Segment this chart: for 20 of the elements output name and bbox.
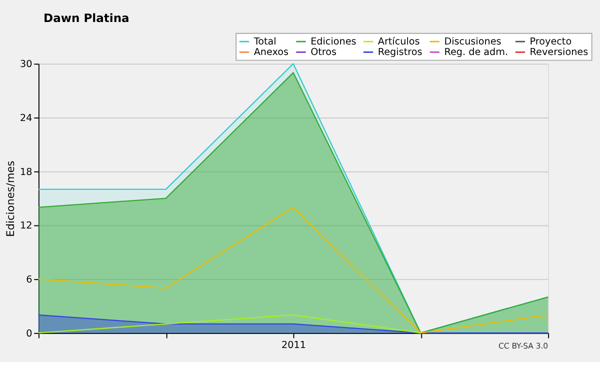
legend-label: Reversiones: [530, 47, 588, 58]
legend-label: Reg. de adm.: [444, 47, 508, 58]
y-tick-label: 6: [26, 274, 32, 286]
legend-label: Total: [252, 36, 276, 48]
y-tick-label: 0: [26, 328, 32, 340]
y-axis-title: Ediciones/mes: [5, 160, 18, 237]
y-tick-label: 24: [20, 112, 32, 124]
legend-label: Registros: [378, 47, 422, 58]
y-tick-label: 18: [20, 166, 32, 178]
text: CC BY-SA 3.0: [498, 341, 548, 350]
y-tick-label: 30: [20, 59, 32, 70]
legend-label: Discusiones: [444, 36, 502, 48]
legend-label: Artículos: [378, 36, 420, 48]
legend-label: Anexos: [254, 47, 289, 58]
chart-title: Dawn Platina: [44, 10, 130, 25]
x-tick-label: 2011: [282, 340, 306, 351]
y-tick-label: 12: [20, 220, 32, 232]
legend-label: Ediciones: [310, 36, 356, 48]
legend-label: Otros: [310, 47, 337, 58]
legend-label: Proyecto: [530, 36, 572, 48]
